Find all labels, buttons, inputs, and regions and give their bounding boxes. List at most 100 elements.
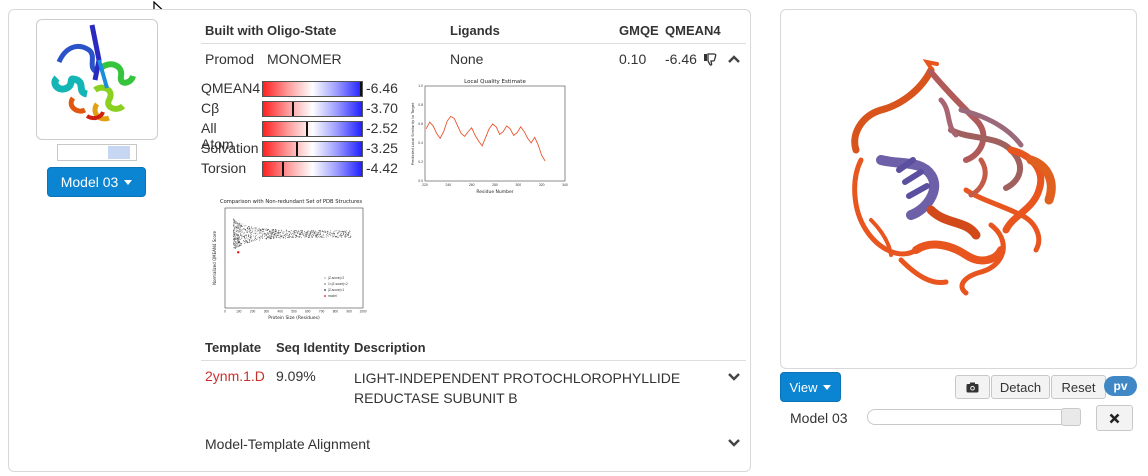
scatter-point [235,244,236,246]
chevron-down-icon[interactable] [728,372,740,382]
scatter-point [235,233,237,235]
scatter-point [330,232,332,233]
template-link[interactable]: 2ynm.1.D [205,368,265,384]
scatter-point [327,235,329,237]
scatter-point [234,238,235,240]
scatter-point [322,236,324,238]
scatter-point [247,234,249,236]
scatter-point [310,232,312,234]
scatter-point [317,233,319,235]
scatter-point [263,228,265,230]
scatter-point [239,235,241,236]
scatter-point [261,235,263,237]
model-thumbnail[interactable] [36,19,158,140]
scatter-point [237,223,239,225]
scatter-point [336,233,338,235]
scatter-point [273,236,275,238]
comparison-plot[interactable]: Comparison with Non-redundant Set of PDB… [205,196,373,321]
scatter-point [286,229,287,231]
scatter-point [244,237,245,238]
scatter-point [288,231,290,233]
scatter-point [347,232,349,234]
col-seq-identity: Seq Identity [276,340,350,355]
scatter-point [270,237,271,239]
scatter-point [238,227,240,228]
model-oligo-state: MONOMER [267,51,342,67]
description-line: REDUCTASE SUBUNIT B [354,390,518,406]
scatter-point [276,231,277,233]
scatter-point [315,236,317,237]
scatter-point [320,230,321,232]
chevron-up-icon[interactable] [728,54,740,64]
scatter-point [251,231,253,233]
local-quality-plot[interactable]: Local Quality Estimate 0.0 0.2 0.4 0.6 0.8 1.… [405,77,575,195]
scatter-point [314,232,315,233]
scatter-point [243,225,245,227]
scatter-point [267,236,269,237]
scatter-point [293,237,294,238]
scatter-point [240,228,242,230]
scatter-point [234,241,236,243]
scatter-point [235,241,237,243]
close-model-button[interactable] [1096,405,1133,431]
scatter-point [281,235,282,237]
scatter-point [240,234,242,236]
scatter-point [251,228,253,230]
scatter-point [240,243,242,244]
scatter-point [313,233,315,235]
snapshot-button[interactable] [955,375,990,399]
scatter-point [267,229,268,231]
protein-structure-render[interactable] [781,10,1136,368]
description-line: LIGHT-INDEPENDENT PROTOCHLOROPHYLLIDE [354,370,681,386]
quality-bar [262,81,363,97]
scatter-point [236,227,238,228]
scatter-point [248,231,250,232]
scatter-point [275,235,277,237]
scatter-point [344,231,345,233]
scatter-point [275,231,277,232]
legend-marker [324,277,326,279]
scatter-point [288,237,290,238]
chevron-down-icon[interactable] [728,438,740,448]
scatter-point [306,231,307,233]
scatter-point [318,231,320,233]
scatter-point [237,237,239,239]
scatter-point [238,223,240,225]
scatter-point [236,233,238,235]
detach-button[interactable]: Detach [991,375,1050,399]
reset-button[interactable]: Reset [1051,375,1106,399]
slider-handle[interactable] [1061,408,1081,426]
scatter-point [316,234,318,236]
scatter-point [303,233,304,234]
scatter-point [308,233,310,234]
structure-viewer[interactable] [780,9,1137,369]
model-select-dropdown[interactable]: Model 03 [47,167,146,197]
scatter-point [238,242,239,243]
view-dropdown[interactable]: View [780,372,841,402]
model-opacity-slider[interactable] [867,408,1081,426]
thumbnail-scroll-slider[interactable] [57,144,137,161]
scatter-point [309,231,311,233]
scatter-point [243,236,244,237]
scatter-point [264,238,266,239]
scatter-point [246,237,247,238]
scatter-point [298,235,300,237]
scatter-point [291,233,292,235]
scatter-point [279,237,280,239]
scatter-point [340,231,342,233]
quality-label: QMEAN4 [201,80,261,96]
scatter-point [281,230,282,231]
scatter-point [274,233,276,235]
alignment-section-toggle[interactable]: Model-Template Alignment [205,436,370,452]
scatter-point [299,235,301,237]
scatter-point [251,227,252,229]
scatter-point [262,233,263,235]
scatter-point [236,245,238,247]
scatter-point [246,235,247,237]
scatter-point [266,238,267,240]
scatter-point [349,230,350,232]
scatter-point [291,230,292,231]
scatter-point [319,232,321,234]
scatter-point [330,234,332,236]
scatter-point [267,232,269,234]
